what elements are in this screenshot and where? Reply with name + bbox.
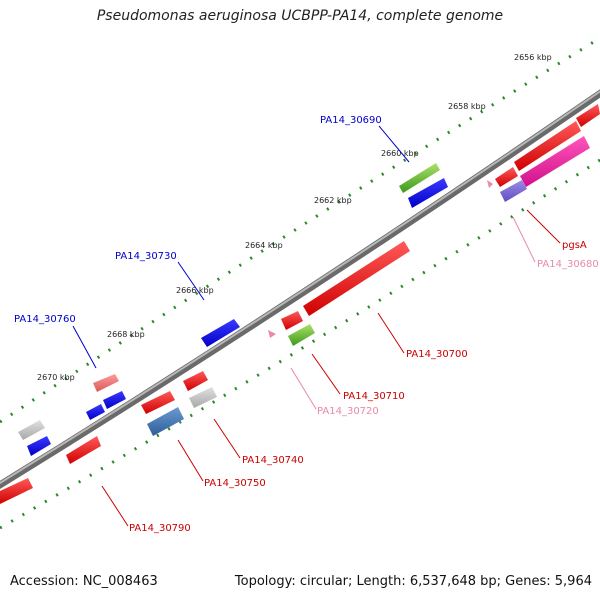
leader-line (311, 353, 341, 395)
gene-pa14-30790[interactable] (0, 436, 101, 504)
gene-label-pa14-30760[interactable]: PA14_30760 (14, 314, 76, 325)
tick-label: 2666 kbp (176, 286, 214, 295)
gene-label-pa14-30730[interactable]: PA14_30730 (115, 251, 177, 262)
leader-line (177, 439, 204, 482)
leader-line (101, 485, 129, 527)
map-title: Pseudomonas aeruginosa UCBPP-PA14, compl… (96, 8, 504, 24)
leader-line (177, 261, 205, 301)
tick-label: 2662 kbp (314, 196, 352, 205)
gene-pa14-30760[interactable] (86, 374, 126, 420)
gene-pa14-30710[interactable] (281, 311, 315, 346)
gene-pgsA[interactable] (495, 104, 600, 187)
leader-line (526, 209, 561, 244)
genome-summary-text: Topology: circular; Length: 6,537,648 bp… (234, 574, 592, 589)
gene-label-pa14-30740[interactable]: PA14_30740 (242, 455, 304, 466)
gene-label-pa14-30720[interactable]: PA14_30720 (317, 406, 379, 417)
gene-label-pa14-30690[interactable]: PA14_30690 (320, 115, 382, 126)
gene-label-pa14-30750[interactable]: PA14_30750 (204, 478, 266, 489)
gene-gray-outer[interactable] (18, 420, 51, 456)
tick-label: 2656 kbp (514, 53, 552, 62)
gene-pa14-30690[interactable] (399, 163, 448, 208)
gene-pa14-30680[interactable] (487, 136, 590, 202)
inner-tick-track (0, 158, 600, 530)
accession-text: Accession: NC_008463 (10, 574, 158, 589)
leader-line (290, 367, 317, 410)
tick-label: 2670 kbp (37, 373, 75, 382)
leader-line (378, 125, 410, 163)
tick-label: 2658 kbp (448, 102, 486, 111)
tick-label: 2660 kbp (381, 149, 419, 158)
genome-backbone (0, 89, 600, 490)
tick-label: 2668 kbp (107, 330, 145, 339)
gene-label-pa14-30680[interactable]: PA14_30680 (537, 259, 599, 270)
gene-label-pgsa[interactable]: pgsA (562, 240, 587, 251)
leader-line (377, 312, 405, 354)
tick-label: 2664 kbp (245, 241, 283, 250)
leader-line (512, 216, 536, 263)
gene-label-pa14-30790[interactable]: PA14_30790 (129, 523, 191, 534)
genome-backbone-highlight (0, 90, 600, 485)
gene-pa14-30750[interactable] (141, 391, 184, 436)
leader-line (213, 418, 241, 459)
gene-pa14-30730[interactable] (201, 319, 240, 347)
gene-label-pa14-30700[interactable]: PA14_30700 (406, 349, 468, 360)
gene-pa14-30740[interactable] (183, 371, 217, 408)
gene-pa14-30700[interactable] (303, 241, 410, 316)
leader-line (72, 325, 97, 369)
outer-tick-track (0, 36, 600, 424)
gene-label-pa14-30710[interactable]: PA14_30710 (343, 391, 405, 402)
gene-pa14-30720[interactable] (268, 330, 276, 338)
